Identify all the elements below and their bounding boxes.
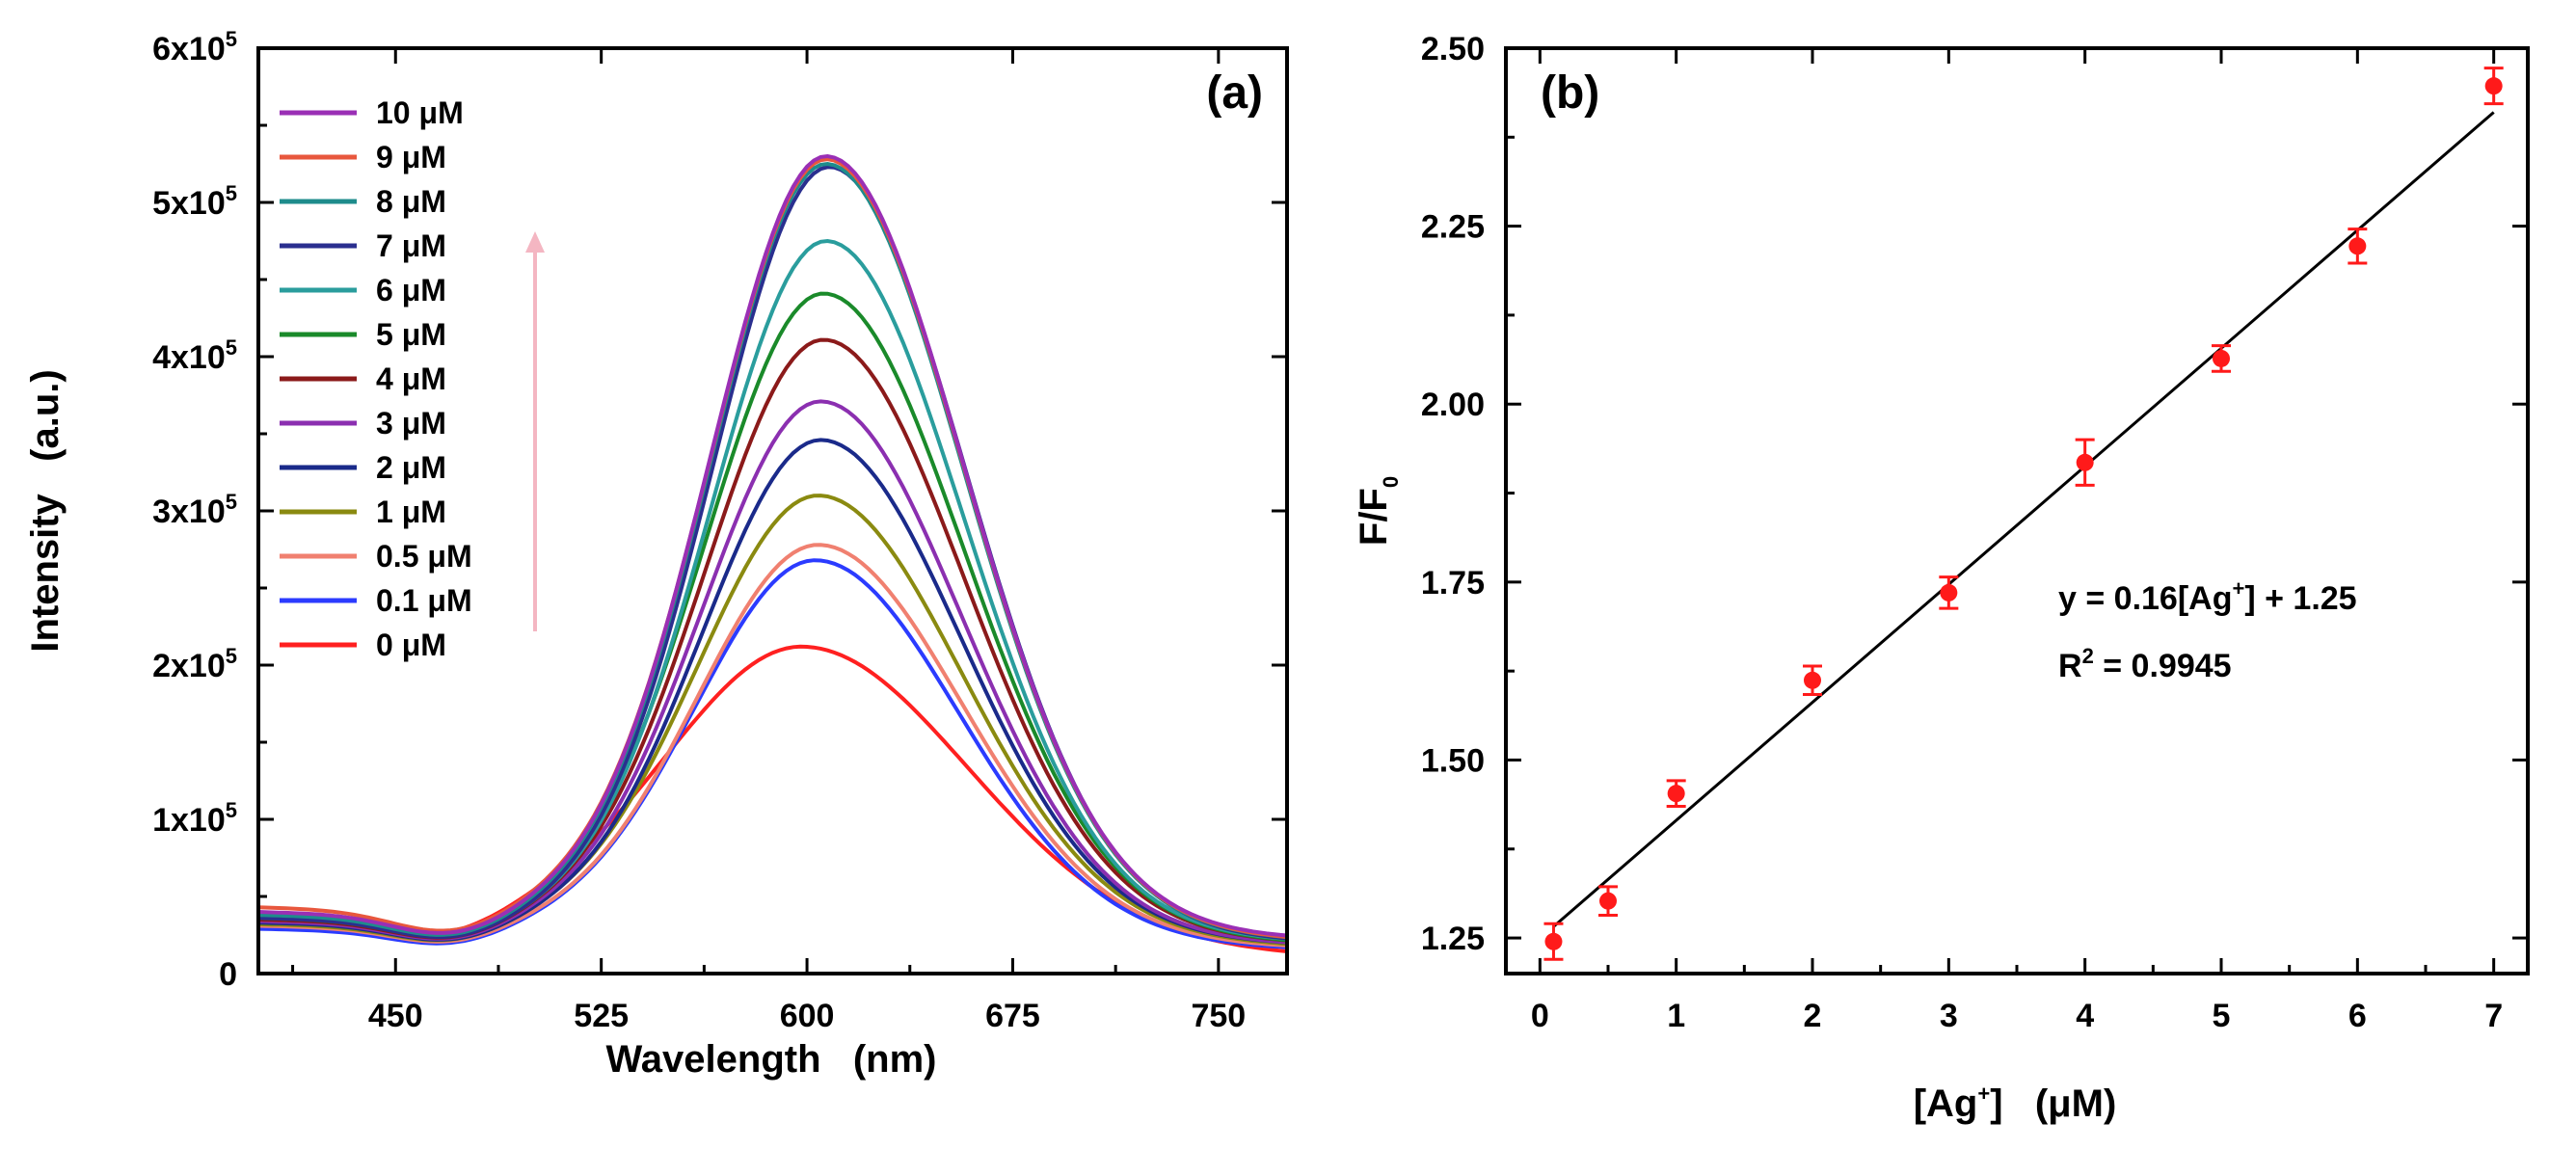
data-marker xyxy=(1667,785,1685,803)
x-tick-label: 750 xyxy=(1191,998,1246,1034)
panel-b-y-axis-title: F/F0 xyxy=(1353,476,1403,546)
x-tick-label: 600 xyxy=(780,998,835,1034)
panel-b-label: (b) xyxy=(1541,67,1599,119)
panel-a-label: (a) xyxy=(1206,67,1263,119)
x-tick-label: 450 xyxy=(368,998,423,1034)
x-tick-label: 1 xyxy=(1667,998,1685,1034)
y-tick-label: 1.50 xyxy=(1421,742,1485,779)
linear-fit-line xyxy=(1552,111,2495,928)
legend-label: 2 μM xyxy=(376,450,446,485)
panel-a-spectra-chart: 450 525 600 675 750 0 1x105 2x105 3x105 4x105 5x1… xyxy=(24,27,1289,1081)
panel-a-x-ticks: 450 525 600 675 750 xyxy=(291,48,1246,1034)
legend-item: 8 μM xyxy=(280,184,446,219)
legend-label: 8 μM xyxy=(376,184,446,219)
x-tick-label: 525 xyxy=(574,998,629,1034)
legend-item: 2 μM xyxy=(280,450,446,485)
data-point xyxy=(2212,344,2231,373)
y-tick-label: 1.25 xyxy=(1421,921,1485,957)
data-point xyxy=(1803,664,1822,697)
y-tick-label: 2.50 xyxy=(1421,31,1485,67)
panel-a-y-ticks: 0 1x105 2x105 3x105 4x105 5x105 6x105 xyxy=(152,27,1287,993)
spectrum-curve xyxy=(257,153,1288,938)
panel-b-y-ticks: 1.25 1.50 1.75 2.00 2.25 2.50 xyxy=(1421,31,2528,957)
legend-item: 0 μM xyxy=(280,628,446,662)
x-tick-label: 3 xyxy=(1940,998,1958,1034)
legend-label: 9 μM xyxy=(376,140,446,174)
spectra-curves xyxy=(257,153,1288,953)
x-tick-label: 2 xyxy=(1804,998,1822,1034)
data-marker xyxy=(1804,671,1821,689)
legend-label: 6 μM xyxy=(376,273,446,307)
y-tick-label: 2.00 xyxy=(1421,387,1485,423)
y-tick-label: 4x105 xyxy=(152,335,237,376)
legend-label: 4 μM xyxy=(376,361,446,396)
y-tick-label: 1x105 xyxy=(152,798,237,839)
legend-item: 4 μM xyxy=(280,361,446,396)
x-tick-label: 4 xyxy=(2076,998,2094,1034)
legend: 10 μM 9 μM 8 μM 7 μM 6 μM 5 μM 4 μM 3 μM 2 μM 1 μ… xyxy=(280,95,472,662)
fit-equation: y = 0.16[Ag+] + 1.25 xyxy=(2058,576,2357,617)
y-tick-label: 2x105 xyxy=(152,644,237,684)
data-marker xyxy=(2348,237,2367,255)
increase-arrow xyxy=(525,231,545,631)
y-tick-label: 0 xyxy=(219,956,237,993)
panel-a-y-axis-title: Intensity (a.u.) xyxy=(24,369,67,652)
legend-label: 10 μM xyxy=(376,95,464,130)
legend-item: 1 μM xyxy=(280,494,446,529)
data-point xyxy=(2348,227,2368,265)
legend-item: 7 μM xyxy=(280,228,446,263)
legend-label: 7 μM xyxy=(376,228,446,263)
data-point xyxy=(1598,885,1618,917)
panel-b-x-axis-title: [Ag+] (μM) xyxy=(1914,1082,2117,1125)
data-marker xyxy=(1544,932,1563,950)
data-marker xyxy=(1940,583,1958,601)
legend-label: 1 μM xyxy=(376,494,446,529)
data-point xyxy=(1939,575,1959,610)
data-point xyxy=(2483,67,2504,106)
legend-item: 0.1 μM xyxy=(280,583,472,618)
x-tick-label: 6 xyxy=(2348,998,2367,1034)
y-tick-label: 6x105 xyxy=(152,27,237,67)
data-point xyxy=(1666,779,1686,808)
legend-label: 0.5 μM xyxy=(376,539,472,574)
x-tick-label: 7 xyxy=(2484,998,2503,1034)
panel-a-x-axis-title: Wavelength (nm) xyxy=(606,1038,937,1081)
legend-item: 0.5 μM xyxy=(280,539,472,574)
legend-label: 3 μM xyxy=(376,406,446,441)
data-marker xyxy=(2484,77,2503,95)
legend-label: 0.1 μM xyxy=(376,583,472,618)
legend-item: 5 μM xyxy=(280,317,446,352)
data-marker xyxy=(2213,349,2230,367)
y-tick-label: 3x105 xyxy=(152,490,237,530)
panel-b-calibration-chart: 0 1 2 3 4 5 6 7 1.25 1.50 1.75 2.00 2.25 2.50 (b) y … xyxy=(1353,31,2530,1125)
legend-item: 3 μM xyxy=(280,406,446,441)
r-squared: R2 = 0.9945 xyxy=(2058,644,2232,684)
legend-item: 6 μM xyxy=(280,273,446,307)
y-tick-label: 5x105 xyxy=(152,181,237,222)
x-tick-label: 0 xyxy=(1531,998,1549,1034)
y-tick-label: 2.25 xyxy=(1421,209,1485,246)
legend-label: 5 μM xyxy=(376,317,446,352)
data-marker xyxy=(1599,892,1617,910)
x-tick-label: 5 xyxy=(2213,998,2231,1034)
data-point xyxy=(2075,438,2095,487)
legend-item: 10 μM xyxy=(280,95,464,130)
data-points xyxy=(1543,67,2504,961)
x-tick-label: 675 xyxy=(985,998,1040,1034)
legend-item: 9 μM xyxy=(280,140,446,174)
data-marker xyxy=(2076,453,2094,471)
data-point xyxy=(1543,922,1564,961)
y-tick-label: 1.75 xyxy=(1421,565,1485,601)
legend-label: 0 μM xyxy=(376,628,446,662)
panel-b-x-ticks: 0 1 2 3 4 5 6 7 xyxy=(1531,48,2503,1034)
